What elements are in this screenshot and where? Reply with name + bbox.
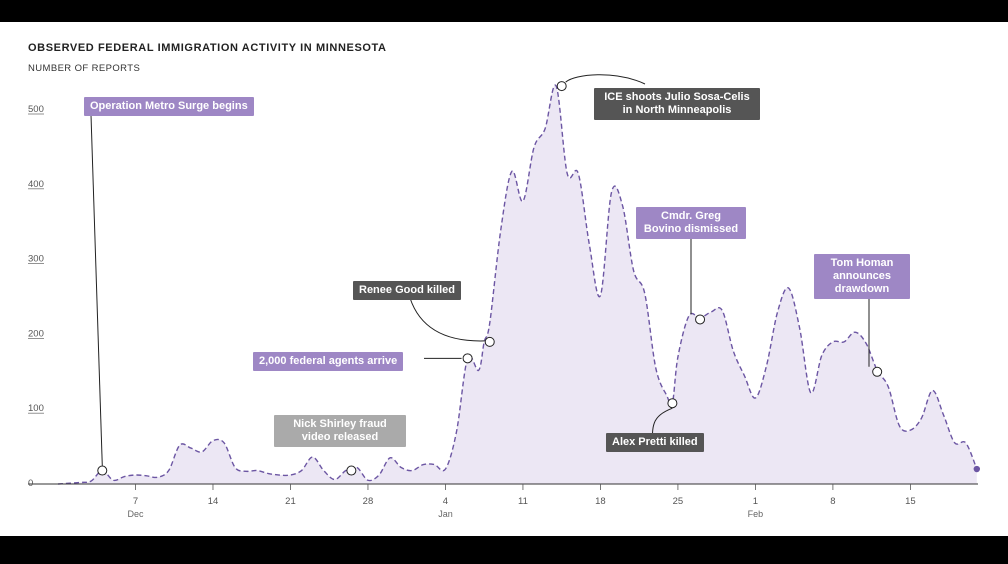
y-tick-label: 300 — [28, 254, 44, 265]
annotation-marker — [695, 314, 706, 325]
annotation-leader-line — [90, 114, 103, 466]
annotation-marker — [667, 398, 678, 409]
annotation-renee-good: Renee Good killed — [353, 281, 461, 300]
annotation-greg-bovino: Cmdr. Greg Bovino dismissed — [636, 207, 746, 239]
series-line — [57, 84, 978, 485]
x-tick-label: 21 — [285, 496, 296, 507]
x-tick-label: 14 — [208, 496, 219, 507]
series-end-point — [973, 465, 981, 473]
chart-subtitle: NUMBER OF REPORTS — [28, 63, 141, 74]
y-tick-label: 400 — [28, 179, 44, 190]
annotation-federal-agents-arrive: 2,000 federal agents arrive — [253, 352, 404, 371]
area-chart: 0 100 200 300 400 500 7 Dec 14 21 28 4 Jan 11 18 25 1 Feb… — [28, 74, 981, 519]
annotation-marker — [97, 465, 108, 476]
annotation-marker — [462, 353, 473, 364]
x-tick-label: 15 — [905, 496, 916, 507]
annotation-leader-line — [409, 297, 485, 342]
x-tick-label: 25 — [673, 496, 684, 507]
annotation-marker — [484, 336, 495, 347]
x-tick-label: 28 — [363, 496, 374, 507]
x-tick-label: 7 — [133, 496, 138, 507]
x-tick-label: 4 — [443, 496, 448, 507]
x-tick-label: 11 — [518, 496, 528, 507]
x-tick-label: 18 — [595, 496, 606, 507]
annotation-marker — [346, 465, 357, 476]
x-tick-label: 1 — [753, 496, 758, 507]
annotation-marker — [872, 366, 883, 377]
annotation-marker — [556, 81, 567, 92]
x-tick-label: 8 — [830, 496, 835, 507]
y-tick-label: 200 — [28, 328, 44, 339]
x-month-label: Feb — [748, 509, 764, 519]
annotation-tom-homan: Tom Homan announces drawdown — [814, 254, 910, 299]
chart-canvas: OBSERVED FEDERAL IMMIGRATION ACTIVITY IN… — [0, 22, 1008, 536]
y-tick-label: 500 — [28, 104, 44, 115]
x-month-label: Jan — [438, 509, 453, 519]
y-tick-label: 100 — [28, 403, 44, 414]
annotation-nick-shirley: Nick Shirley fraud video released — [274, 415, 406, 447]
y-tick-label: 0 — [28, 478, 33, 489]
chart-title: OBSERVED FEDERAL IMMIGRATION ACTIVITY IN… — [28, 42, 387, 54]
x-month-label: Dec — [127, 509, 144, 519]
annotation-leader-line — [565, 74, 646, 85]
annotation-alex-pretti: Alex Pretti killed — [606, 433, 704, 452]
annotation-operation-metro-surge: Operation Metro Surge begins — [84, 97, 254, 116]
annotation-ice-shoots: ICE shoots Julio Sosa-Celis in North Min… — [594, 88, 760, 120]
